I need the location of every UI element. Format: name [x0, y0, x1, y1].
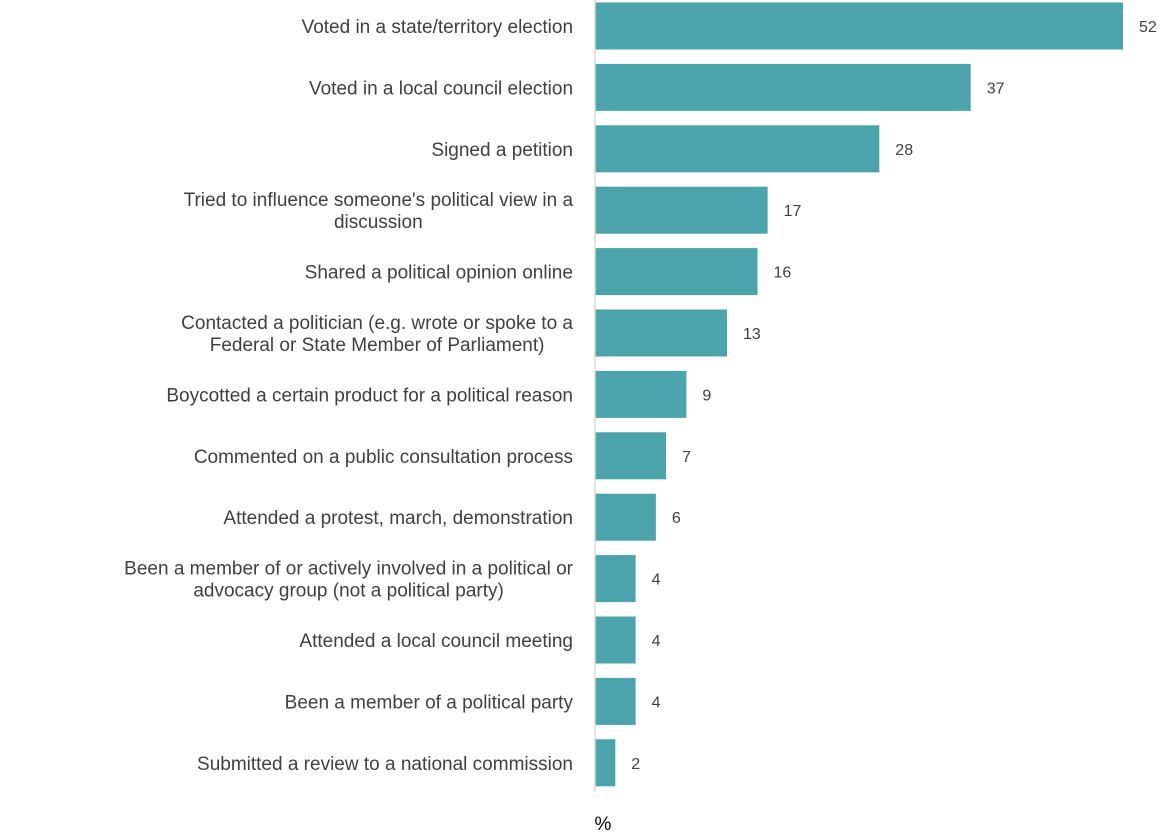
data-label-6: 9	[702, 387, 711, 404]
x-axis-label: %	[595, 814, 612, 835]
bar-8	[595, 493, 656, 541]
data-label-5: 13	[743, 326, 761, 343]
category-label-2: Signed a petition	[431, 140, 573, 161]
category-label-5: Contacted a politician (e.g. wrote or sp…	[181, 313, 573, 356]
data-label-2: 28	[895, 142, 913, 159]
category-label-7: Commented on a public consultation proce…	[194, 447, 573, 468]
category-label-1: Voted in a local council election	[309, 78, 573, 99]
data-label-8: 6	[672, 510, 681, 527]
data-label-7: 7	[682, 449, 691, 466]
bar-7	[595, 432, 667, 480]
data-label-11: 4	[652, 694, 661, 711]
data-label-12: 2	[631, 756, 640, 773]
data-label-9: 4	[652, 572, 661, 589]
data-label-1: 37	[987, 80, 1005, 97]
data-label-3: 17	[784, 203, 802, 220]
bar-6	[595, 370, 687, 418]
bar-5	[595, 309, 727, 357]
category-label-10: Attended a local council meeting	[299, 631, 573, 652]
bar-2	[595, 125, 880, 173]
category-label-4: Shared a political opinion online	[305, 263, 573, 284]
value-labels: 52 37 28 17 16 13 9 7 6 4 4 4 2	[631, 19, 1157, 773]
category-label-9: Been a member of or actively involved in…	[124, 559, 574, 602]
category-label-12: Submitted a review to a national commiss…	[197, 754, 573, 775]
category-label-8: Attended a protest, march, demonstration	[223, 508, 573, 529]
bar-1	[595, 63, 971, 111]
bar-0	[595, 2, 1123, 50]
bar-4	[595, 248, 758, 296]
bar-9	[595, 555, 636, 603]
category-label-3: Tried to influence someone's political v…	[184, 190, 574, 233]
bar-12	[595, 739, 616, 787]
bars-group	[595, 2, 1123, 787]
category-label-6: Boycotted a certain product for a politi…	[166, 385, 573, 406]
category-labels: Voted in a state/territory election Voted…	[124, 17, 574, 775]
bar-11	[595, 677, 636, 725]
bar-3	[595, 186, 768, 234]
bar-10	[595, 616, 636, 664]
data-label-10: 4	[652, 633, 661, 650]
category-label-11: Been a member of a political party	[285, 692, 574, 713]
category-label-0: Voted in a state/territory election	[302, 17, 573, 38]
data-label-0: 52	[1139, 19, 1157, 36]
data-label-4: 16	[774, 265, 792, 282]
